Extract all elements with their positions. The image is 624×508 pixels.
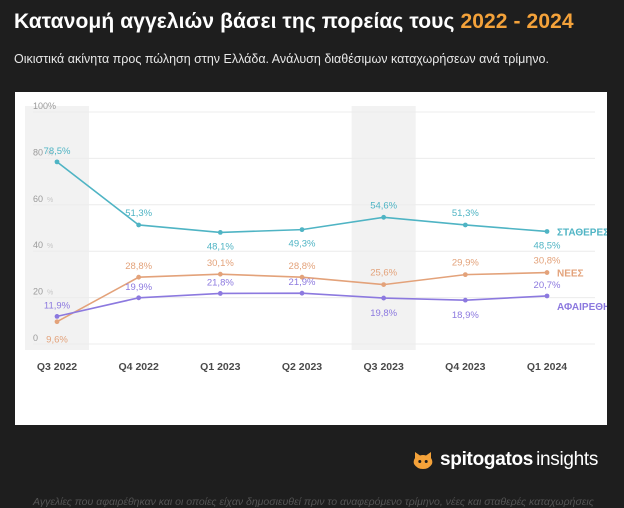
y-tick-label: 100% [33, 101, 56, 111]
data-label: 21,9% [289, 277, 316, 288]
data-point [381, 214, 387, 220]
x-tick-label: Q4 2023 [445, 361, 485, 373]
data-label: 48,5% [534, 240, 561, 251]
data-point [299, 227, 305, 233]
line-chart: 0 20 % 40 % 60 % 80 % 100% Q3 2022 Q4 2022 Q1 2023 Q2… [25, 101, 607, 373]
data-label: 18,9% [452, 310, 479, 321]
series-line-0 [56, 161, 548, 234]
highlight-band-1 [351, 106, 416, 350]
chart-subtitle: Οικιστικά ακίνητα προς πώληση στην Ελλάδ… [14, 52, 549, 66]
data-label: 28,8% [125, 261, 152, 272]
data-label: 54,6% [370, 200, 397, 211]
brand-logo: spitogatos insights [412, 447, 598, 473]
data-point [462, 272, 468, 278]
chart-panel: 0 20% 40% 60% 80% 100% Q3 2022 Q4 2022 Q1 2023 Q2… [15, 92, 607, 508]
data-point [299, 274, 305, 280]
legend-label: ΑΦΑΙΡΕΘΗΚΑΝ [557, 302, 607, 313]
data-label: 29,9% [452, 258, 479, 269]
data-label: 21,8% [207, 277, 234, 288]
data-label: 25,6% [370, 268, 397, 279]
x-tick-label: Q1 2023 [200, 361, 240, 373]
data-point [136, 274, 142, 280]
data-label: 48,1% [207, 241, 234, 252]
x-tick-label: Q4 2022 [119, 361, 159, 373]
data-label: 11,9% [44, 300, 71, 311]
data-point [217, 230, 223, 235]
y-tick-label: 80 [33, 147, 43, 157]
data-point [54, 313, 60, 319]
y-tick-label: 20 [33, 287, 43, 297]
legend-label: ΝΕΕΣ [557, 269, 584, 280]
data-label: 19,8% [370, 308, 397, 319]
x-tick-label: Q3 2023 [364, 361, 404, 373]
y-tick-label: 60 [33, 194, 43, 204]
highlight-band-0 [25, 106, 89, 350]
data-point [136, 222, 142, 228]
data-label: 30,1% [207, 258, 234, 269]
data-label: 51,3% [452, 208, 479, 219]
y-tick-suffix: % [47, 197, 53, 204]
y-tick-label: 0 [33, 333, 38, 343]
data-label: 9,6% [46, 335, 68, 346]
title-main: Κατανομή αγγελιών βάσει της πορείας τους [14, 10, 455, 33]
y-tick-suffix: % [47, 243, 53, 250]
y-tick-label: 40 [33, 240, 43, 250]
data-point [217, 271, 223, 277]
data-point [381, 282, 387, 288]
cat-head-icon [413, 452, 433, 469]
chart-title: Κατανομή αγγελιών βάσει της πορείας τους… [14, 10, 574, 34]
data-point [544, 229, 550, 234]
data-point [54, 319, 60, 325]
data-label: 78,5% [44, 146, 71, 157]
data-point [462, 297, 468, 303]
legend-label: ΣΤΑΘΕΡΕΣ [557, 227, 607, 238]
data-label: 49,3% [289, 239, 316, 250]
footnote: Αγγελίες που αφαιρέθηκαν και οι οποίες ε… [33, 496, 594, 508]
data-label: 28,8% [289, 261, 316, 272]
brand-suffix: insights [536, 449, 599, 470]
data-label: 20,7% [534, 280, 561, 291]
data-label: 51,3% [125, 208, 152, 219]
data-label: 19,9% [125, 282, 152, 293]
y-tick-suffix: % [47, 290, 53, 297]
data-point [299, 290, 305, 296]
x-tick-label: Q1 2024 [527, 361, 567, 373]
data-label: 30,8% [534, 256, 561, 267]
title-years: 2022 - 2024 [460, 10, 574, 33]
x-tick-label: Q3 2022 [37, 361, 77, 373]
data-point [544, 270, 550, 275]
data-point [462, 222, 468, 228]
brand-name: spitogatos [440, 449, 534, 470]
data-point [136, 295, 142, 301]
data-point [381, 295, 387, 301]
data-point [54, 159, 60, 165]
data-point [217, 291, 223, 296]
y-tick-suffix: % [47, 150, 53, 157]
data-point [544, 293, 550, 299]
x-tick-label: Q2 2023 [282, 361, 322, 373]
